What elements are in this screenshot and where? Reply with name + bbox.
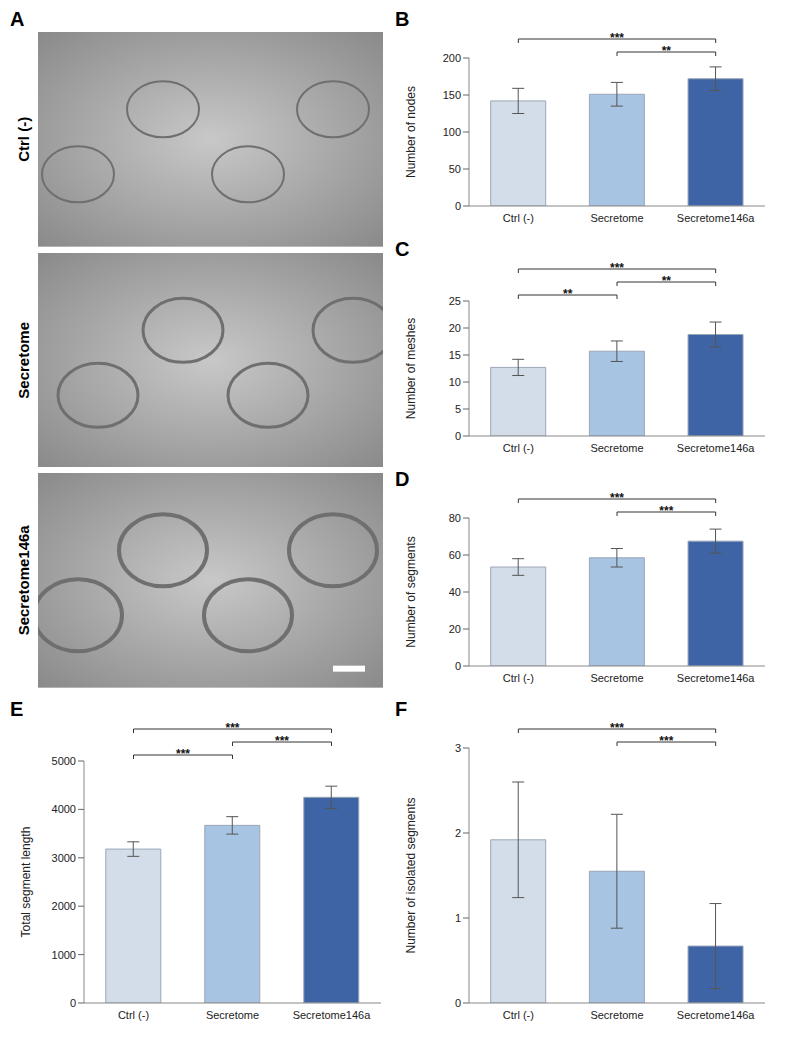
svg-text:Ctrl (-): Ctrl (-)	[503, 212, 534, 224]
svg-text:4000: 4000	[52, 803, 76, 815]
svg-text:***: ***	[610, 491, 624, 505]
svg-text:Ctrl (-): Ctrl (-)	[503, 442, 534, 454]
svg-text:**: **	[662, 274, 672, 288]
svg-text:20: 20	[449, 623, 461, 635]
svg-text:0: 0	[455, 200, 461, 212]
svg-text:Secretome146a: Secretome146a	[677, 672, 756, 684]
svg-text:***: ***	[610, 721, 624, 735]
svg-text:5: 5	[455, 403, 461, 415]
svg-text:0: 0	[70, 997, 76, 1009]
svg-text:1000: 1000	[52, 949, 76, 961]
svg-text:***: ***	[225, 721, 239, 735]
svg-text:Ctrl (-): Ctrl (-)	[503, 672, 534, 684]
svg-text:Secretome: Secretome	[590, 442, 643, 454]
svg-text:***: ***	[275, 734, 289, 748]
html-text:A: A	[10, 8, 25, 30]
svg-text:2: 2	[455, 827, 461, 839]
svg-text:25: 25	[449, 295, 461, 307]
svg-text:Secretome146a: Secretome146a	[677, 212, 756, 224]
html-text:F: F	[395, 698, 408, 720]
svg-text:Ctrl (-): Ctrl (-)	[15, 117, 32, 162]
svg-text:***: ***	[176, 747, 190, 761]
svg-text:3: 3	[455, 742, 461, 754]
svg-text:**: **	[563, 287, 573, 301]
svg-text:5000: 5000	[52, 755, 76, 767]
svg-text:0: 0	[455, 430, 461, 442]
svg-text:Ctrl (-): Ctrl (-)	[503, 1009, 534, 1021]
svg-text:0: 0	[455, 997, 461, 1009]
svg-text:***: ***	[610, 261, 624, 275]
svg-text:Secretome: Secretome	[590, 672, 643, 684]
svg-text:Number of nodes: Number of nodes	[404, 86, 418, 178]
html-text:C: C	[395, 238, 410, 260]
svg-text:3000: 3000	[52, 852, 76, 864]
html-text:B: B	[395, 8, 410, 30]
svg-text:Secretome146a: Secretome146a	[677, 442, 756, 454]
svg-text:***: ***	[659, 504, 673, 518]
svg-text:Number of isolated segments: Number of isolated segments	[404, 797, 418, 953]
svg-text:Total segment length: Total segment length	[19, 827, 33, 938]
svg-text:2000: 2000	[52, 900, 76, 912]
svg-text:***: ***	[610, 31, 624, 45]
html-text:E: E	[10, 698, 24, 720]
svg-text:40: 40	[449, 586, 461, 598]
svg-text:100: 100	[443, 126, 461, 138]
svg-text:Secretome: Secretome	[206, 1009, 259, 1021]
svg-text:**: **	[662, 44, 672, 58]
svg-text:***: ***	[659, 734, 673, 748]
svg-text:20: 20	[449, 322, 461, 334]
svg-text:Secretome146a: Secretome146a	[677, 1009, 756, 1021]
svg-text:0: 0	[455, 660, 461, 672]
svg-text:200: 200	[443, 52, 461, 64]
svg-text:Secretome146a: Secretome146a	[293, 1009, 372, 1021]
svg-text:60: 60	[449, 549, 461, 561]
svg-text:Ctrl (-): Ctrl (-)	[118, 1009, 149, 1021]
svg-text:15: 15	[449, 349, 461, 361]
svg-text:1: 1	[455, 912, 461, 924]
svg-text:Secretome: Secretome	[590, 1009, 643, 1021]
svg-text:Number of meshes: Number of meshes	[404, 318, 418, 419]
svg-text:150: 150	[443, 89, 461, 101]
svg-text:50: 50	[449, 163, 461, 175]
html-text:D: D	[395, 468, 410, 490]
svg-text:80: 80	[449, 512, 461, 524]
svg-text:Secretome: Secretome	[15, 322, 32, 399]
svg-text:Number of segments: Number of segments	[404, 536, 418, 647]
svg-text:Secretome146a: Secretome146a	[15, 525, 32, 636]
svg-text:10: 10	[449, 376, 461, 388]
svg-text:Secretome: Secretome	[590, 212, 643, 224]
